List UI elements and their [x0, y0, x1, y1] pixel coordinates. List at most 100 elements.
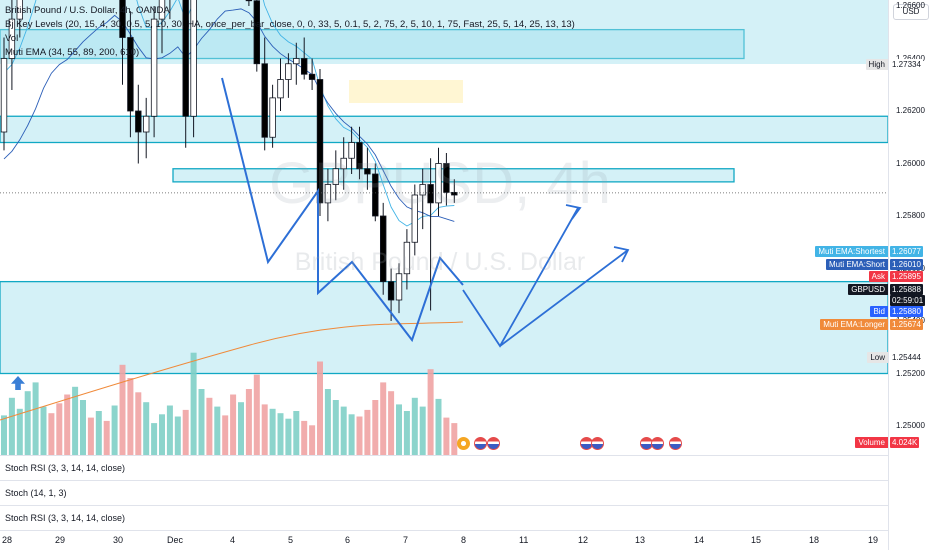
volume-bar [419, 406, 426, 455]
volume-bar [293, 411, 300, 455]
candle-body [277, 79, 284, 99]
key-level-band-top [0, 0, 888, 64]
volume-bar [119, 364, 126, 455]
currency-selector[interactable]: USD [893, 4, 929, 20]
candle-body [158, 0, 166, 20]
volume-bar [427, 369, 434, 455]
price-tick: 1.25800 [896, 211, 925, 220]
candle-body [435, 163, 442, 204]
volume-bar [56, 403, 63, 455]
price-axis[interactable]: USD 1.274001.272001.270001.268001.266001… [888, 0, 932, 550]
candle-body [293, 58, 300, 65]
volume-bar [166, 405, 173, 455]
volume-bar [309, 425, 316, 455]
volume-bar [127, 378, 134, 455]
time-label: 30 [113, 535, 124, 545]
legend-key-levels[interactable]: Bj Key Levels (20, 15, 4, 30, 0.5, 5, 10… [5, 19, 575, 30]
time-label: 8 [461, 535, 467, 545]
stoch-pane[interactable]: Stoch (14, 1, 3) [0, 480, 888, 506]
candle-body [269, 97, 276, 138]
candle-body [395, 273, 403, 301]
bid-value-label: 1.25880 [890, 306, 923, 317]
bar-countdown-label: 02:59:01 [890, 295, 926, 306]
stoch-rsi-pane-2[interactable]: Stoch RSI (3, 3, 14, 14, close) [0, 505, 888, 531]
low-value-label: 1.25444 [890, 352, 923, 363]
volume-bar [64, 394, 71, 455]
candle-body [451, 191, 458, 196]
price-tick: 1.26400 [896, 53, 925, 63]
key-level-zone [0, 115, 888, 144]
volume-bar [230, 394, 237, 455]
legend-muti-ema[interactable]: Muti EMA (34, 55, 89, 200, 610) [5, 47, 140, 58]
volume-bar [364, 409, 371, 455]
time-axis[interactable]: 28 29 30 Dec 4 5 6 7 8 11 12 13 14 15 18 19 [0, 530, 888, 551]
us-flag-event-icon[interactable] [474, 437, 487, 450]
volume-bar [348, 414, 355, 455]
key-level-zone [172, 168, 735, 183]
legend-volume[interactable]: Vol [5, 33, 19, 44]
candle-body [332, 168, 339, 185]
stoch-title[interactable]: Stoch (14, 1, 3) [5, 488, 67, 498]
time-label: 7 [403, 535, 409, 545]
volume-bar [80, 400, 86, 455]
time-label: 15 [751, 535, 762, 545]
last-value-label: 1.25888 [890, 284, 923, 295]
volume-bar [143, 402, 150, 455]
candle-body [427, 184, 434, 204]
candle-body [300, 58, 308, 75]
zigzag-drawing [221, 77, 464, 343]
ema-shortest-line [3, 0, 455, 227]
volume-bar [403, 411, 410, 455]
volume-bar [435, 398, 442, 455]
time-label: 6 [345, 535, 351, 545]
volume-bar [151, 423, 158, 455]
volume-bar [222, 415, 229, 455]
ask-value-label: 1.25895 [890, 271, 923, 282]
stoch-rsi-pane-1[interactable]: Stoch RSI (3, 3, 14, 14, close) [0, 455, 888, 481]
candle-body [348, 142, 355, 159]
candle-body [340, 157, 347, 170]
candle-body [127, 37, 134, 112]
high-value-label: 1.27334 [890, 59, 923, 70]
highlight-box [349, 80, 463, 103]
candlestick-chart[interactable] [0, 0, 888, 455]
uk-flag-event-icon[interactable] [651, 437, 664, 450]
candle-body [387, 281, 395, 301]
volume-bar [238, 402, 244, 455]
time-label: 14 [694, 535, 705, 545]
main-chart-pane[interactable]: British Pound / U.S. Dollar, 4h, OANDA B… [0, 0, 888, 455]
candle-body [364, 168, 371, 175]
legend-symbol[interactable]: British Pound / U.S. Dollar, 4h, OANDA [5, 5, 170, 16]
candle-body [8, 18, 16, 59]
candle-body [150, 18, 158, 117]
candle-body [142, 115, 150, 133]
price-tick: 1.25200 [896, 368, 925, 378]
volume-bar [269, 408, 276, 455]
volume-bar [24, 391, 31, 455]
time-label: 4 [230, 535, 236, 545]
volume-bar [182, 409, 189, 455]
symbol-name-watermark: British Pound / U.S. Dollar [294, 248, 586, 276]
dividend-event-icon[interactable] [457, 437, 470, 450]
us-flag-event-icon[interactable] [669, 437, 682, 450]
uk-flag-event-icon[interactable] [487, 437, 500, 450]
time-label: 19 [868, 535, 879, 545]
candle-body [443, 163, 450, 193]
volume-bar [103, 420, 110, 455]
stoch-rsi-title-2[interactable]: Stoch RSI (3, 3, 14, 14, close) [5, 513, 126, 523]
volume-bar [198, 389, 205, 455]
volume-bar [111, 405, 118, 455]
uk-flag-event-icon[interactable] [591, 437, 604, 450]
volume-bar [443, 417, 450, 455]
ema-shortest-value-label: 1.26077 [890, 246, 923, 257]
volume-bar [340, 406, 347, 455]
candle-body [403, 241, 411, 275]
volume-bar [206, 397, 213, 455]
volume-bar [214, 406, 221, 455]
volume-bar [285, 418, 292, 455]
volume-bar [253, 374, 260, 455]
candle-body [0, 58, 8, 133]
time-label: Dec [167, 535, 184, 545]
stoch-rsi-title-1[interactable]: Stoch RSI (3, 3, 14, 14, close) [5, 463, 126, 473]
volume-bar [135, 392, 142, 455]
